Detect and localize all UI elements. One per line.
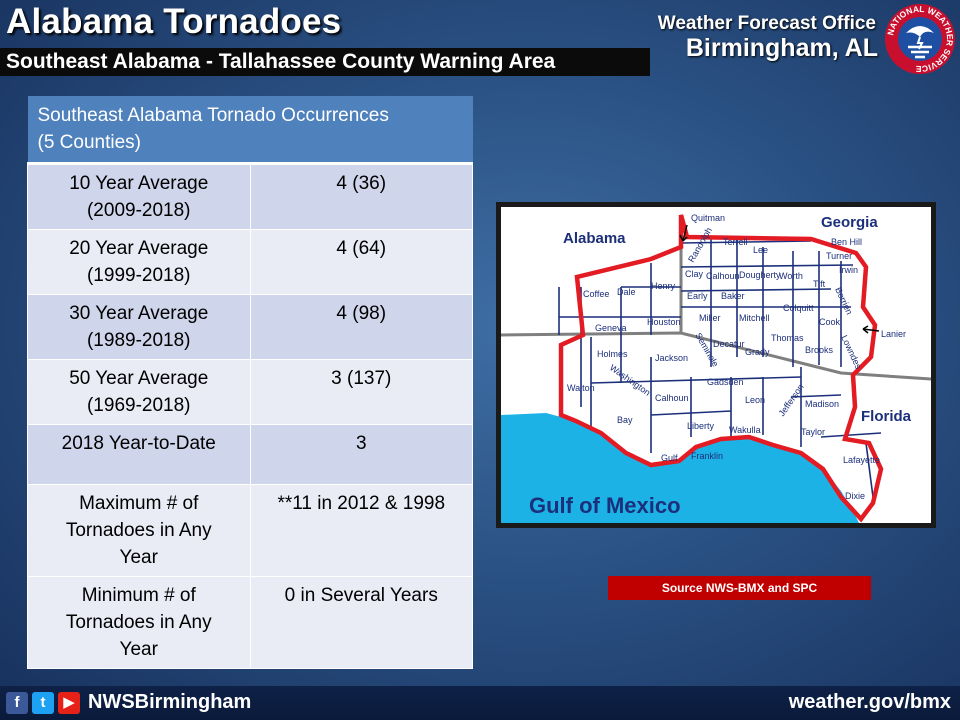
page-subtitle: Southeast Alabama - Tallahassee County W… (6, 50, 556, 73)
subtitle-bar (0, 48, 650, 76)
county-label: Early (687, 291, 708, 301)
cwa-border (558, 214, 884, 523)
header: Alabama Tornadoes Southeast Alabama - Ta… (0, 0, 960, 76)
county-map: Alabama Georgia Florida Gulf of Mexico Q… (501, 207, 931, 523)
county-label: Terrell (723, 237, 748, 247)
county-label: Wakulla (729, 425, 761, 435)
table-row: 30 Year Average (1989-2018) 4 (98) (27, 294, 473, 360)
youtube-icon[interactable]: ▶ (58, 692, 80, 714)
county-label: Houston (647, 317, 681, 327)
county-label: Turner (826, 251, 852, 261)
county-label: Miller (699, 313, 721, 323)
office-location: Birmingham, AL (685, 34, 878, 62)
row-value: 3 (137) (249, 359, 473, 425)
county-label: Holmes (597, 349, 628, 359)
table-row: 10 Year Average (2009-2018) 4 (36) (27, 163, 473, 230)
source-note: Source NWS-BMX and SPC (608, 576, 871, 600)
row-label: 50 Year Average (1969-2018) (27, 359, 251, 425)
county-label: Lanier (881, 329, 906, 339)
county-label: Gadsden (707, 377, 744, 387)
facebook-icon[interactable]: f (6, 692, 28, 714)
county-label: Quitman (691, 213, 725, 223)
row-value: 4 (36) (249, 163, 473, 230)
table-row: 50 Year Average (1969-2018) 3 (137) (27, 359, 473, 425)
county-label: Franklin (691, 451, 723, 461)
county-label: Henry (651, 281, 676, 291)
county-label: Calhoun (706, 271, 740, 281)
footer: f t ▶ NWSBirmingham weather.gov/bmx (0, 686, 960, 720)
row-label: 20 Year Average (1999-2018) (27, 229, 251, 295)
cwa-map: Alabama Georgia Florida Gulf of Mexico Q… (496, 202, 936, 528)
row-label: 10 Year Average (2009-2018) (27, 163, 251, 230)
county-label: Liberty (687, 421, 715, 431)
county-label: Dale (617, 287, 636, 297)
row-value: **11 in 2012 & 1998 (249, 484, 473, 577)
website-link[interactable]: weather.gov/bmx (788, 691, 951, 713)
row-label: 30 Year Average (1989-2018) (27, 294, 251, 360)
pointer-arrow-icon (862, 325, 880, 334)
table-row: Minimum # of Tornadoes in Any Year 0 in Se… (27, 576, 473, 669)
office-name: Weather Forecast Office (657, 13, 876, 34)
table-header: Southeast Alabama Tornado Occurrences (5… (27, 96, 473, 165)
county-label: Bay (617, 415, 633, 425)
county-label: Gulf (661, 453, 678, 463)
county-label: Baker (721, 291, 745, 301)
county-label: Decatur (713, 339, 745, 349)
county-label: Walton (567, 383, 595, 393)
county-label: Madison (805, 399, 839, 409)
county-lines (558, 237, 882, 498)
row-value: 0 in Several Years (249, 576, 473, 669)
row-value: 4 (98) (249, 294, 473, 360)
county-label: Cook (819, 317, 841, 327)
social-handle[interactable]: NWSBirmingham (88, 691, 252, 713)
county-label: Mitchell (739, 313, 770, 323)
county-label: Coffee (583, 289, 609, 299)
row-label: Minimum # of Tornadoes in Any Year (27, 576, 251, 669)
gulf-water (501, 413, 859, 523)
state-label-alabama: Alabama (563, 230, 626, 247)
table-row: 2018 Year-to-Date 3 (27, 424, 473, 485)
county-label: Leon (745, 395, 765, 405)
pointer-arrow-icon (679, 224, 688, 242)
row-value: 3 (249, 424, 473, 485)
row-label: 2018 Year-to-Date (27, 424, 251, 485)
county-label: Tift (813, 279, 826, 289)
county-label: Calhoun (655, 393, 689, 403)
table-row: 20 Year Average (1999-2018) 4 (64) (27, 229, 473, 295)
county-label: Brooks (805, 345, 834, 355)
row-label: Maximum # of Tornadoes in Any Year (27, 484, 251, 577)
county-label: Clay (685, 269, 704, 279)
county-label: Worth (779, 271, 803, 281)
county-label: Dixie (845, 491, 865, 501)
page-title: Alabama Tornadoes (6, 2, 342, 41)
county-label: Lee (753, 245, 768, 255)
social-icons: f t ▶ (6, 692, 80, 714)
tornado-stats-table: Southeast Alabama Tornado Occurrences (5… (27, 96, 473, 669)
county-label: Lafayette (843, 455, 880, 465)
row-value: 4 (64) (249, 229, 473, 295)
county-label: Ben Hill (831, 237, 862, 247)
county-label: Taylor (801, 427, 825, 437)
county-label: Thomas (771, 333, 804, 343)
water-label: Gulf of Mexico (529, 493, 681, 518)
county-label: Irwin (839, 265, 858, 275)
twitter-icon[interactable]: t (32, 692, 54, 714)
state-label-florida: Florida (861, 408, 912, 425)
county-label: Geneva (595, 323, 627, 333)
table-row: Maximum # of Tornadoes in Any Year **11 in… (27, 484, 473, 577)
county-label: Grady (745, 347, 770, 357)
county-label: Dougherty (739, 270, 781, 280)
county-label: Jackson (655, 353, 688, 363)
nws-logo-icon: NATIONAL WEATHER SERVICE (885, 4, 955, 74)
state-label-georgia: Georgia (821, 214, 878, 231)
county-label: Colquitt (783, 303, 814, 313)
